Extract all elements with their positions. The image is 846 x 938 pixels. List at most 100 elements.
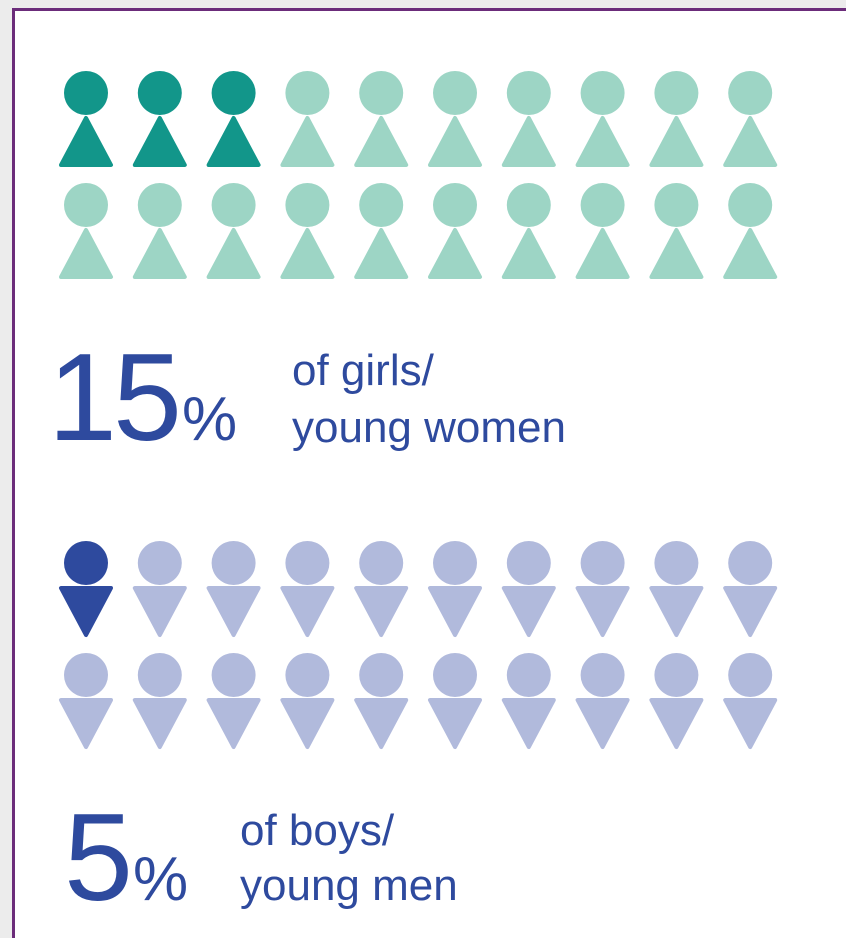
person-icon	[501, 653, 556, 749]
icon-body	[723, 586, 778, 637]
icon-head	[137, 71, 182, 115]
icon-head	[285, 653, 330, 697]
person-icon	[501, 183, 556, 279]
icon-body	[649, 586, 704, 637]
person-icon	[59, 183, 113, 279]
person-icon	[723, 71, 778, 167]
person-icon	[649, 541, 704, 637]
person-icon	[723, 541, 778, 637]
icon-body	[649, 228, 704, 279]
icon-body	[280, 116, 335, 167]
icon-body	[354, 698, 409, 749]
icon-head	[137, 653, 182, 697]
icon-head	[64, 653, 108, 697]
icon-head	[728, 653, 773, 697]
icon-body	[723, 228, 778, 279]
person-icon	[428, 653, 482, 749]
person-icon	[354, 183, 409, 279]
person-icon	[575, 541, 630, 637]
icon-head	[64, 71, 108, 115]
icon-body	[501, 698, 556, 749]
person-icon	[280, 183, 335, 279]
icon-body	[354, 228, 409, 279]
percent-value: 5	[64, 789, 129, 927]
icon-head	[433, 541, 477, 585]
icon-head	[211, 183, 256, 227]
icon-head	[359, 541, 404, 585]
person-icon	[428, 71, 482, 167]
label-line: young women	[292, 403, 566, 452]
icon-head	[359, 653, 404, 697]
icon-body	[59, 116, 113, 167]
person-icon	[354, 541, 409, 637]
person-icon	[501, 71, 556, 167]
person-icon	[206, 183, 261, 279]
person-icon	[649, 71, 704, 167]
icon-head	[359, 71, 404, 115]
icon-head	[580, 541, 625, 585]
icon-body	[59, 228, 113, 279]
person-icon	[132, 71, 187, 167]
icon-head	[285, 183, 330, 227]
icon-head	[64, 541, 108, 585]
person-icon	[501, 541, 556, 637]
icon-head	[654, 71, 699, 115]
person-icon	[649, 183, 704, 279]
label-line: of boys/	[240, 806, 395, 855]
person-icon	[206, 653, 261, 749]
icon-head	[728, 183, 773, 227]
icon-head	[433, 653, 477, 697]
person-icon	[354, 71, 409, 167]
icon-body	[649, 698, 704, 749]
icon-body	[132, 698, 187, 749]
icon-body	[575, 698, 630, 749]
icon-body	[723, 698, 778, 749]
person-icon	[132, 653, 187, 749]
icon-body	[428, 586, 482, 637]
person-icon	[723, 653, 778, 749]
icon-body	[132, 116, 187, 167]
icon-head	[580, 183, 625, 227]
percent-value: 15	[48, 329, 178, 467]
icon-head	[728, 71, 773, 115]
person-icon	[428, 183, 482, 279]
icon-head	[285, 541, 330, 585]
label-line: young men	[240, 861, 458, 910]
icon-head	[580, 71, 625, 115]
icon-head	[506, 541, 551, 585]
person-icon	[723, 183, 778, 279]
icon-body	[280, 228, 335, 279]
icon-head	[64, 183, 108, 227]
icon-head	[211, 541, 256, 585]
icon-body	[280, 698, 335, 749]
icon-head	[654, 183, 699, 227]
icon-body	[428, 116, 482, 167]
person-icon	[649, 653, 704, 749]
icon-head	[654, 653, 699, 697]
icon-head	[580, 653, 625, 697]
icon-body	[428, 228, 482, 279]
icon-body	[575, 586, 630, 637]
icon-body	[132, 586, 187, 637]
icon-head	[137, 183, 182, 227]
icon-body	[59, 586, 113, 637]
icon-body	[354, 586, 409, 637]
icon-body	[428, 698, 482, 749]
icon-head	[137, 541, 182, 585]
icon-body	[501, 586, 556, 637]
icon-body	[206, 586, 261, 637]
icon-body	[501, 228, 556, 279]
icon-body	[649, 116, 704, 167]
person-icon	[280, 541, 335, 637]
person-icon	[280, 71, 335, 167]
icon-body	[501, 116, 556, 167]
icon-body	[723, 116, 778, 167]
person-icon	[428, 541, 482, 637]
icon-head	[506, 71, 551, 115]
person-icon	[575, 653, 630, 749]
icon-head	[654, 541, 699, 585]
icon-head	[433, 71, 477, 115]
person-icon	[280, 653, 335, 749]
icon-head	[285, 71, 330, 115]
